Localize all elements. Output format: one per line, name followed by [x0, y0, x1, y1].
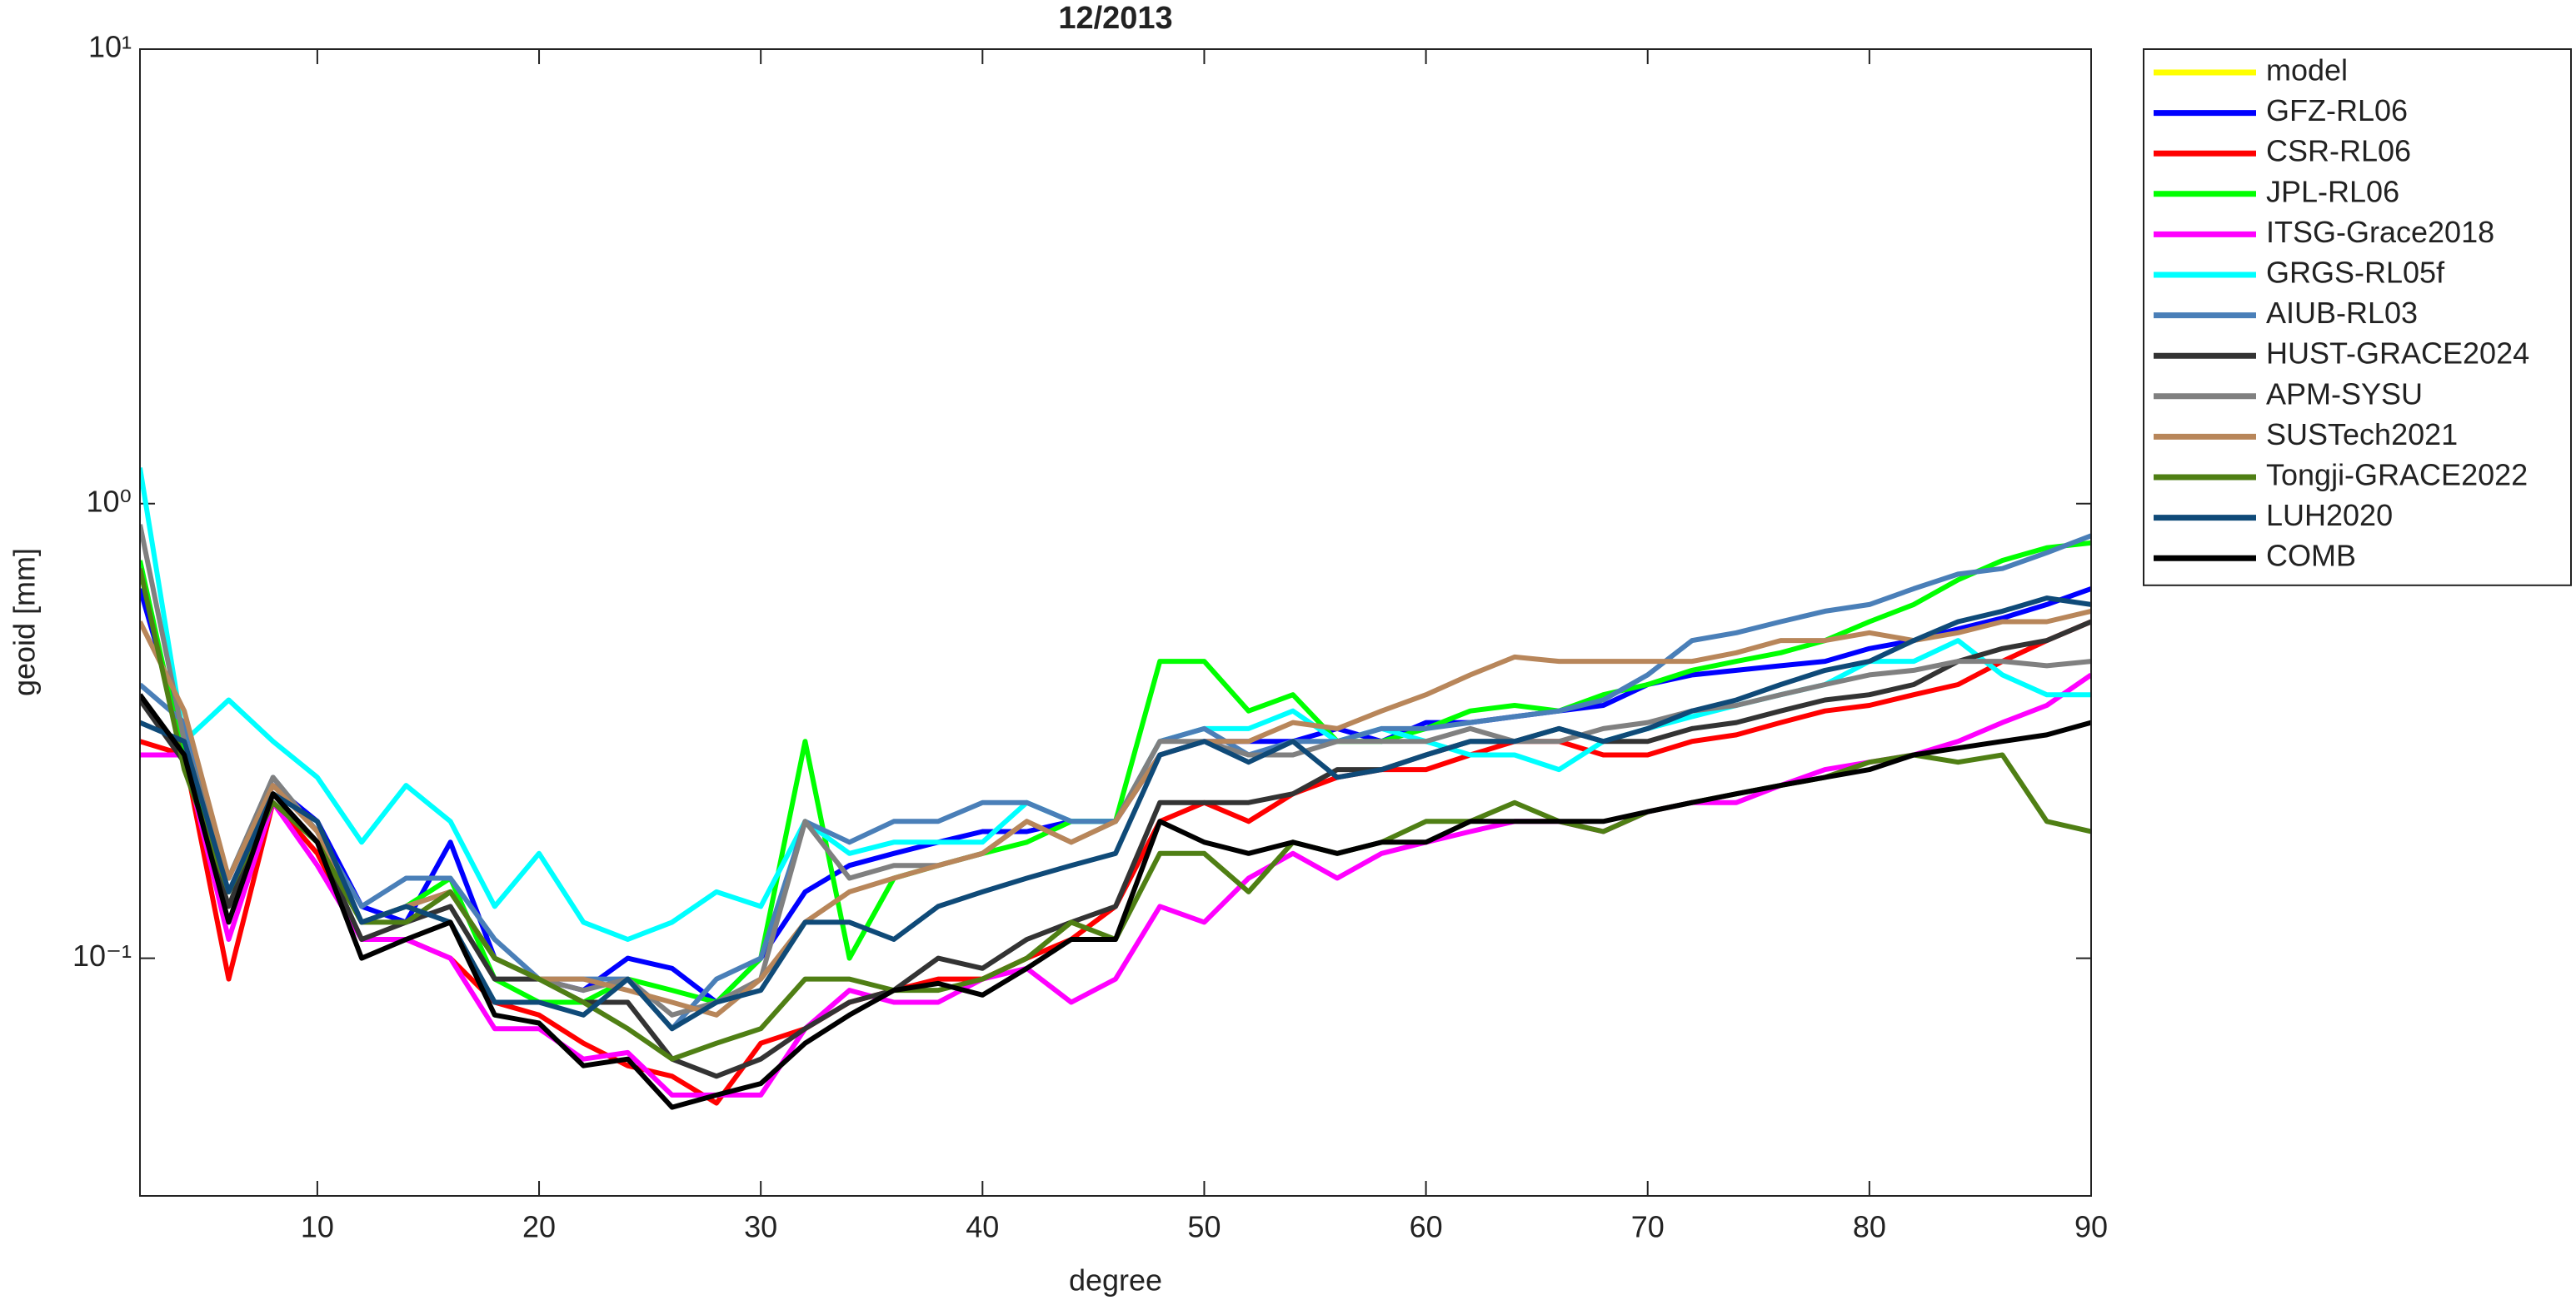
legend-label: GFZ-RL06: [2266, 93, 2408, 127]
legend-label: JPL-RL06: [2266, 174, 2399, 208]
legend-label: HUST-GRACE2024: [2266, 336, 2529, 371]
legend-label: APM-SYSU: [2266, 376, 2423, 411]
y-tick-label: 10⁻¹: [72, 939, 132, 973]
x-tick-label: 80: [1853, 1210, 1886, 1244]
legend-label: model: [2266, 53, 2348, 87]
chart-title: 12/2013: [1058, 1, 1172, 36]
axes-frame: [139, 48, 2092, 1197]
x-tick-label: 70: [1631, 1210, 1665, 1244]
y-axis-label: geoid [mm]: [7, 548, 42, 696]
series-line: [140, 619, 2091, 1079]
y-tick-label: 10⁰: [87, 484, 132, 518]
series-line: [140, 672, 2091, 1098]
x-tick-label: 20: [522, 1210, 556, 1244]
series-line: [140, 693, 2091, 1110]
y-tick-label: 10¹: [88, 30, 132, 64]
x-tick-label: 40: [966, 1210, 999, 1244]
x-tick-label: 10: [301, 1210, 334, 1244]
legend-label: Tongji-GRACE2022: [2266, 458, 2528, 492]
legend-label: CSR-RL06: [2266, 134, 2411, 168]
legend-label: LUH2020: [2266, 498, 2393, 532]
legend-label: SUSTech2021: [2266, 417, 2458, 451]
legend-label: COMB: [2266, 539, 2356, 573]
legend-label: GRGS-RL05f: [2266, 256, 2445, 290]
x-tick-label: 50: [1187, 1210, 1221, 1244]
x-axis-label: degree: [1069, 1263, 1162, 1298]
plot-area: [140, 49, 2091, 1196]
legend-label: ITSG-Grace2018: [2266, 215, 2494, 249]
legend-label: AIUB-RL03: [2266, 296, 2418, 330]
x-tick-label: 90: [2074, 1210, 2108, 1244]
x-tick-label: 30: [744, 1210, 777, 1244]
x-tick-label: 60: [1410, 1210, 1443, 1244]
